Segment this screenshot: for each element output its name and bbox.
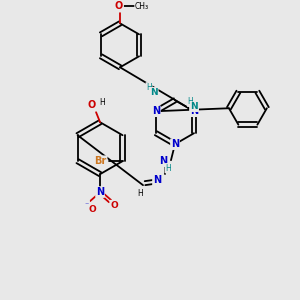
Text: N: N: [153, 175, 161, 185]
Text: H: H: [188, 97, 193, 106]
Text: N: N: [171, 139, 179, 149]
Text: N: N: [96, 187, 104, 197]
Text: O: O: [88, 100, 96, 110]
Text: N: N: [190, 106, 198, 116]
Text: H: H: [99, 98, 105, 107]
Text: N: N: [152, 106, 160, 116]
Text: Br: Br: [94, 156, 107, 166]
Text: O: O: [110, 201, 118, 210]
Text: N: N: [150, 88, 158, 97]
Text: N: N: [190, 102, 198, 111]
Text: O: O: [115, 2, 123, 11]
Text: H: H: [146, 83, 152, 92]
Text: H: H: [165, 164, 171, 173]
Text: CH₃: CH₃: [135, 2, 149, 11]
Text: H: H: [137, 189, 143, 198]
Text: ⁻: ⁻: [85, 201, 89, 210]
Text: N: N: [159, 156, 167, 166]
Text: O: O: [88, 205, 96, 214]
